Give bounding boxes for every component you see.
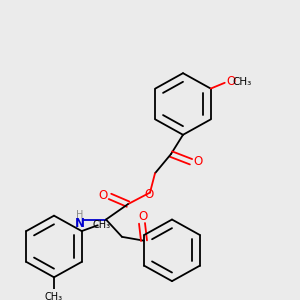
Text: O: O [144,188,154,201]
Text: CH₃: CH₃ [232,77,251,87]
Text: O: O [98,189,108,202]
Text: CH₃: CH₃ [45,292,63,300]
Text: O: O [226,75,235,88]
Text: CH₃: CH₃ [93,220,111,230]
Text: O: O [138,210,148,223]
Text: H: H [76,210,84,220]
Text: N: N [75,217,85,230]
Text: O: O [194,155,202,168]
